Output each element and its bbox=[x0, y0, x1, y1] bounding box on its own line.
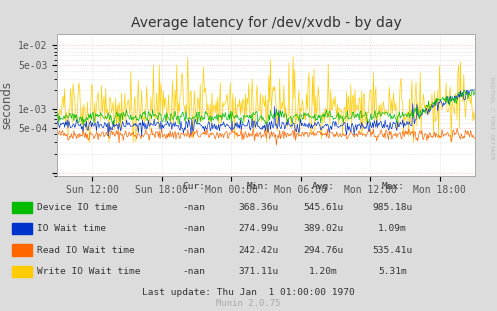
Y-axis label: seconds: seconds bbox=[1, 81, 14, 129]
Text: 1.09m: 1.09m bbox=[378, 225, 407, 233]
Text: 5.31m: 5.31m bbox=[378, 267, 407, 276]
Text: Max:: Max: bbox=[381, 182, 404, 191]
Text: -nan: -nan bbox=[182, 225, 205, 233]
Text: 371.11u: 371.11u bbox=[239, 267, 278, 276]
Text: 389.02u: 389.02u bbox=[303, 225, 343, 233]
Text: Device IO time: Device IO time bbox=[37, 203, 118, 212]
Text: Munin 2.0.75: Munin 2.0.75 bbox=[216, 299, 281, 308]
Text: IO Wait time: IO Wait time bbox=[37, 225, 106, 233]
Text: 274.99u: 274.99u bbox=[239, 225, 278, 233]
Text: -nan: -nan bbox=[182, 267, 205, 276]
Text: 368.36u: 368.36u bbox=[239, 203, 278, 212]
Text: 545.61u: 545.61u bbox=[303, 203, 343, 212]
Text: 535.41u: 535.41u bbox=[373, 246, 413, 254]
Text: -nan: -nan bbox=[182, 203, 205, 212]
Text: 1.20m: 1.20m bbox=[309, 267, 337, 276]
Text: Cur:: Cur: bbox=[182, 182, 205, 191]
Text: Last update: Thu Jan  1 01:00:00 1970: Last update: Thu Jan 1 01:00:00 1970 bbox=[142, 288, 355, 297]
Text: Avg:: Avg: bbox=[312, 182, 334, 191]
Text: 242.42u: 242.42u bbox=[239, 246, 278, 254]
Text: RRDTOOL / TOBI OETIKER: RRDTOOL / TOBI OETIKER bbox=[490, 77, 495, 160]
Text: Min:: Min: bbox=[247, 182, 270, 191]
Text: -nan: -nan bbox=[182, 246, 205, 254]
Title: Average latency for /dev/xvdb - by day: Average latency for /dev/xvdb - by day bbox=[131, 16, 401, 30]
Text: Read IO Wait time: Read IO Wait time bbox=[37, 246, 135, 254]
Text: Write IO Wait time: Write IO Wait time bbox=[37, 267, 141, 276]
Text: 985.18u: 985.18u bbox=[373, 203, 413, 212]
Text: 294.76u: 294.76u bbox=[303, 246, 343, 254]
